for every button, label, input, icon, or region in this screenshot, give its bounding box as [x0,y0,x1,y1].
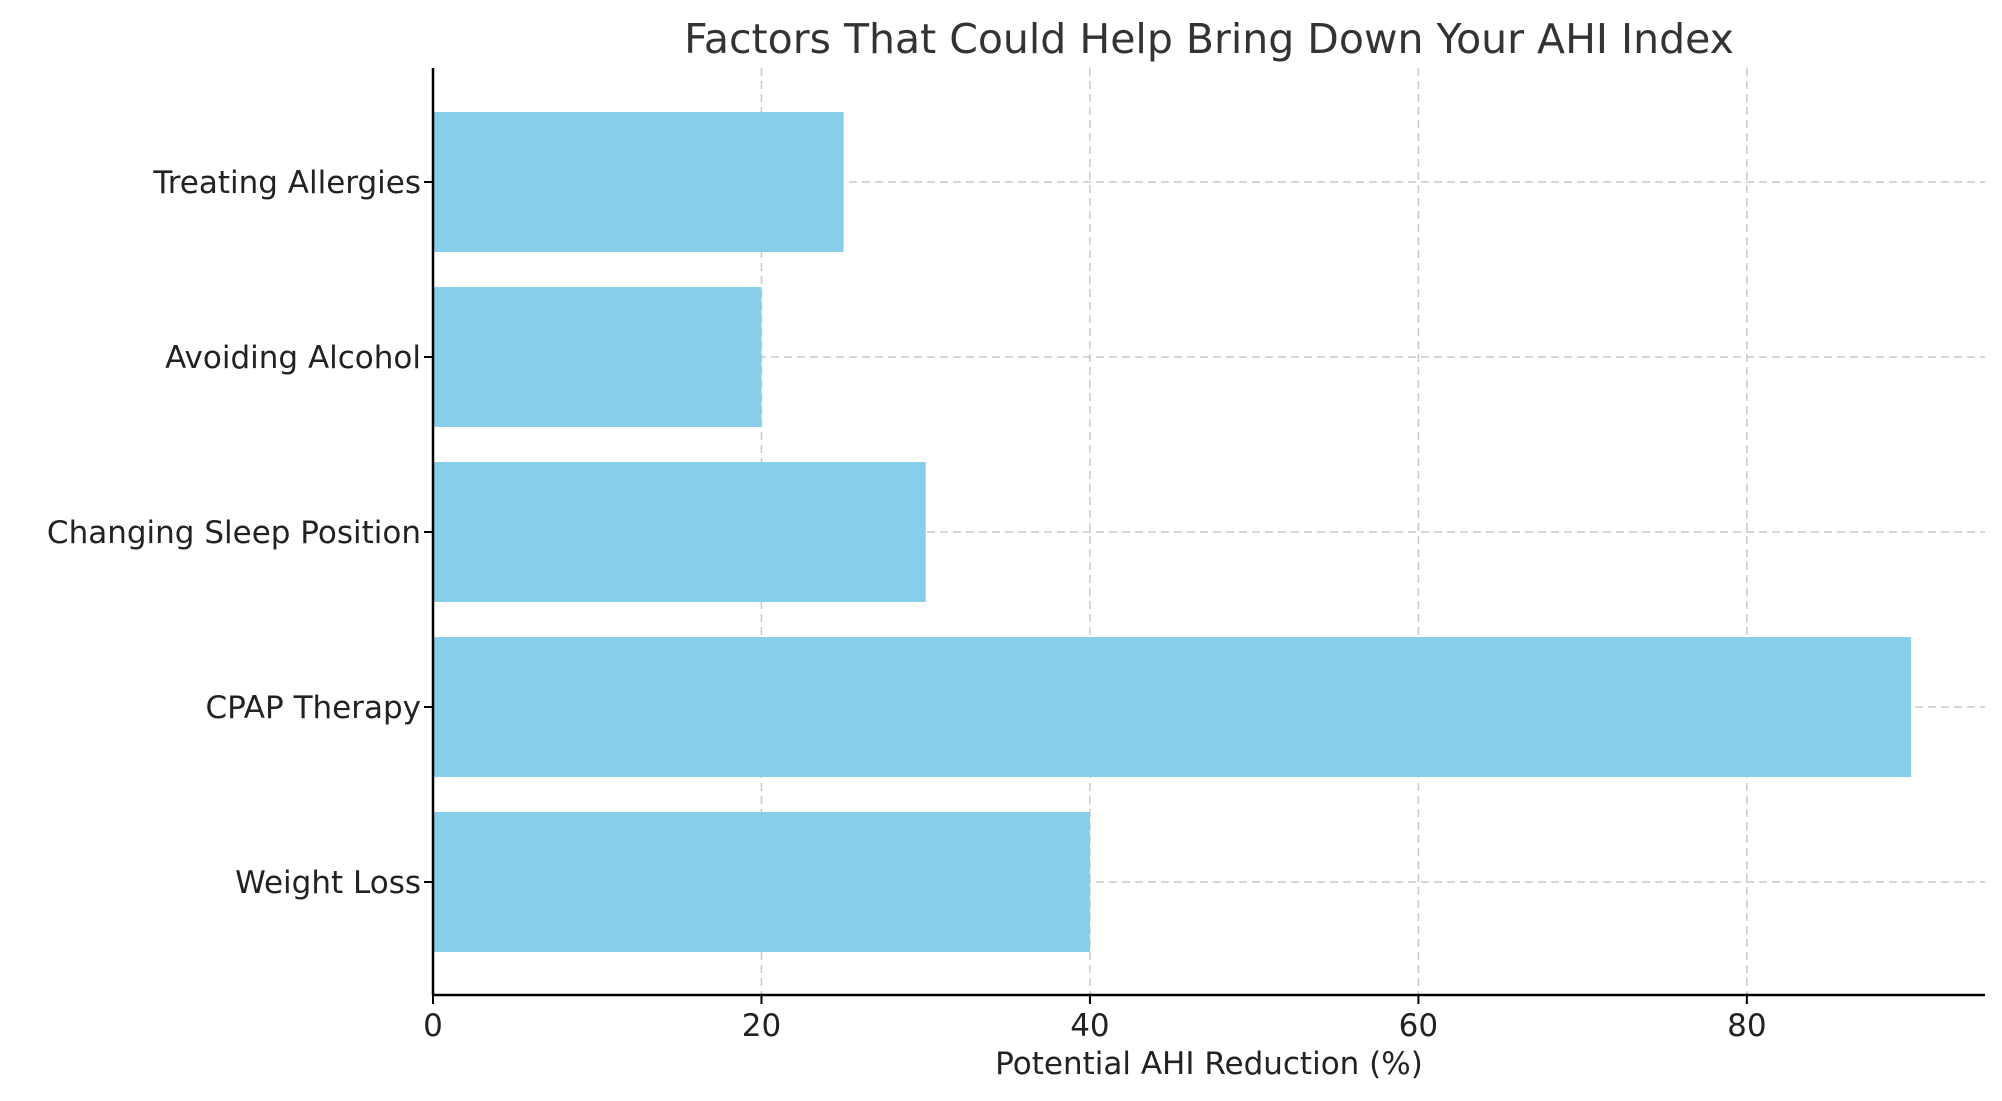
bar [433,462,926,602]
x-tick-label: 80 [1727,1008,1766,1044]
x-tick-label: 60 [1399,1008,1438,1044]
y-tick-label: Changing Sleep Position [47,515,421,551]
y-tick-label: Avoiding Alcohol [165,340,421,376]
y-tick-label: Treating Allergies [152,165,421,201]
tick-labels: 0 20 40 60 80 Weight Loss CPAP Therapy Changing… [47,165,1767,1044]
bar [433,287,762,427]
bar [433,637,1912,777]
x-tick-label: 20 [742,1008,781,1044]
y-tick-label: CPAP Therapy [205,690,421,726]
y-tick-label: Weight Loss [235,865,421,901]
x-tick-label: 0 [423,1008,443,1044]
bar [433,812,1090,952]
x-axis-label: Potential AHI Reduction (%) [995,1046,1423,1082]
bars [433,112,1912,952]
x-tick-label: 40 [1070,1008,1109,1044]
bar [433,112,844,252]
axes [424,68,1985,1004]
chart-title: Factors That Could Help Bring Down Your … [684,15,1734,63]
